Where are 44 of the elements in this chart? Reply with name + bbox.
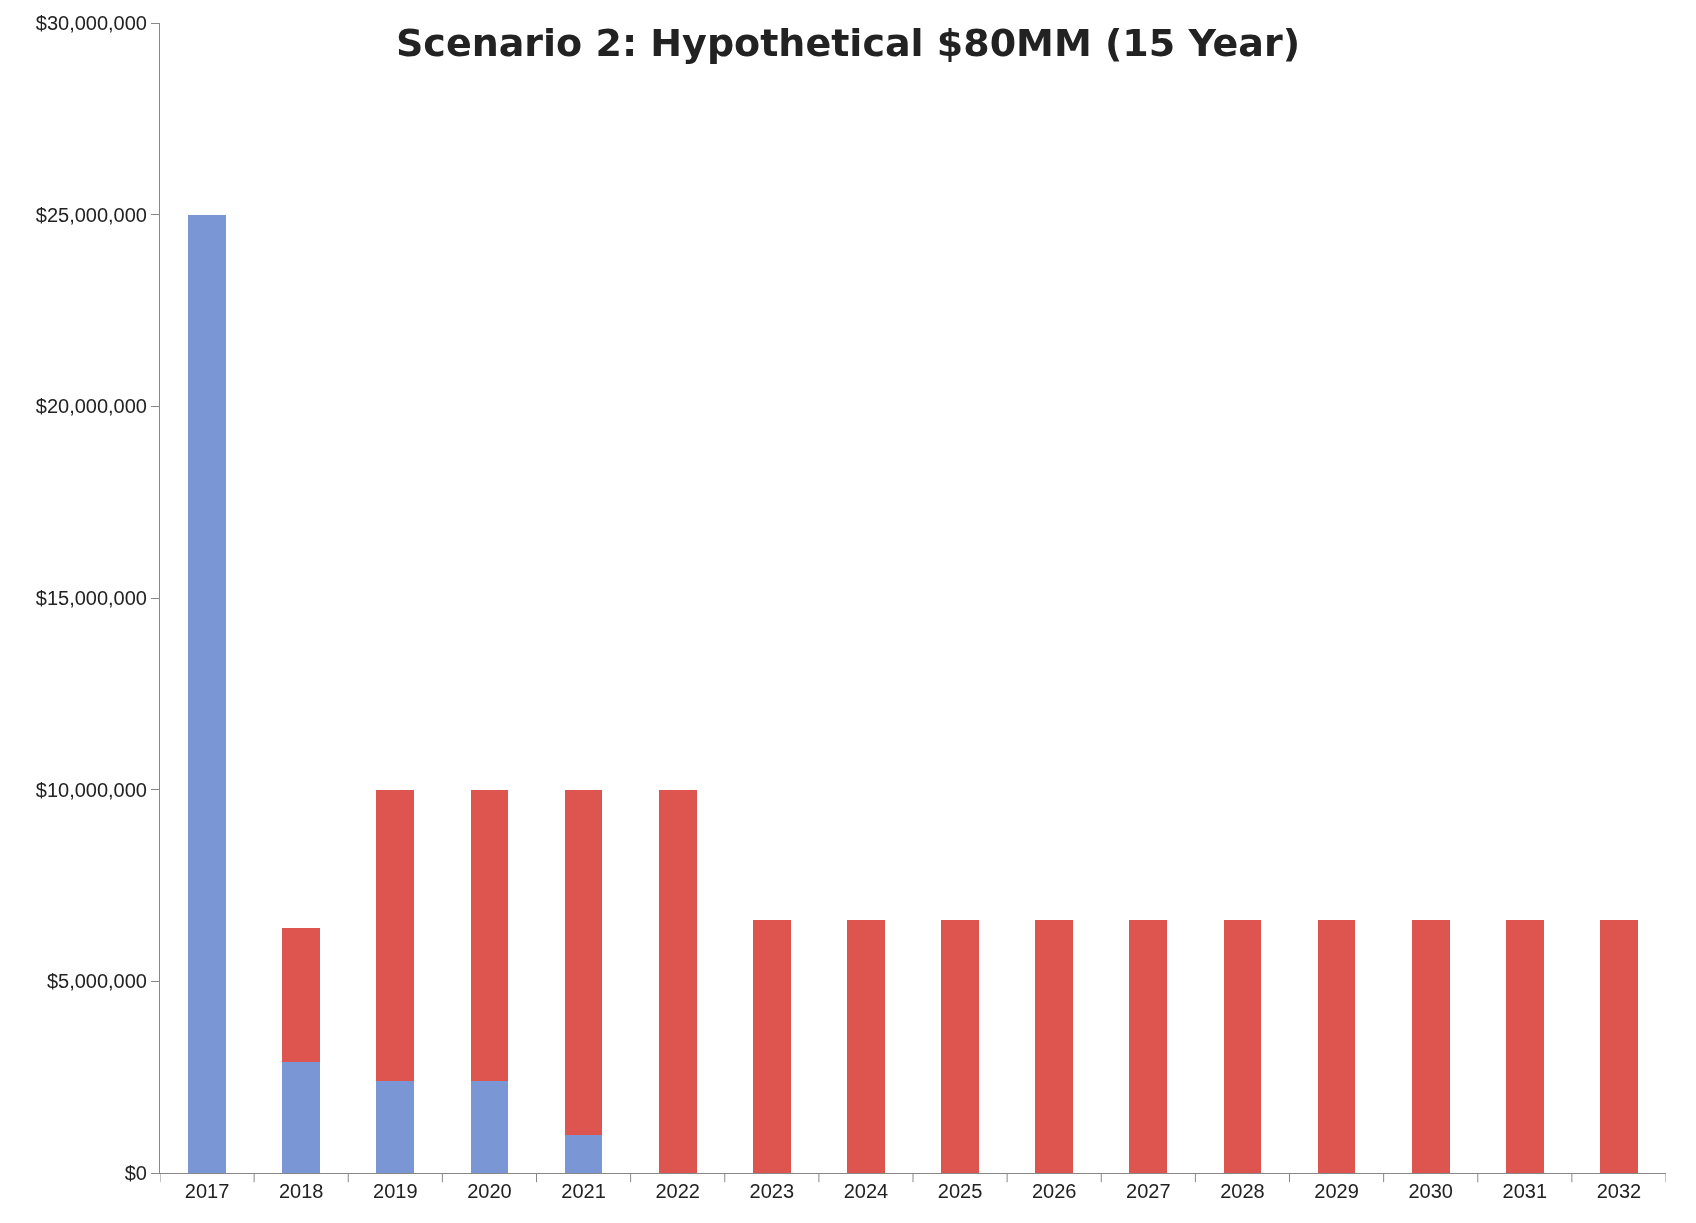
y-tick-label: $0: [124, 1162, 147, 1184]
bar: [752, 920, 791, 1173]
bar: [376, 789, 415, 1081]
y-tick-label: $25,000,000: [35, 203, 147, 226]
x-tick-label: 2031: [1502, 1180, 1548, 1202]
bar: [564, 789, 603, 1135]
x-tick-label: 2027: [1126, 1180, 1171, 1202]
x-tick-label: 2030: [1408, 1180, 1453, 1202]
bar: [188, 214, 226, 1173]
bar: [1411, 920, 1450, 1173]
bar: [1505, 920, 1544, 1173]
x-tick-label: 2028: [1220, 1180, 1265, 1202]
bar: [1129, 920, 1168, 1173]
y-tick-label: $30,000,000: [35, 12, 147, 34]
x-tick-label: 2018: [278, 1180, 324, 1202]
x-tick-label: 2032: [1596, 1180, 1642, 1202]
bar: [1035, 920, 1074, 1173]
bar: [1600, 920, 1638, 1173]
bar: [1223, 920, 1262, 1173]
x-tick-label: 2024: [843, 1180, 889, 1202]
y-tick-label: $5,000,000: [46, 970, 147, 993]
bar: [1317, 920, 1356, 1173]
y-tick-label: $10,000,000: [35, 778, 147, 801]
bar: [658, 789, 697, 1173]
bar: [282, 1061, 321, 1173]
x-tick-label: 2020: [467, 1180, 512, 1202]
x-tick-label: 2029: [1314, 1180, 1359, 1202]
x-tick-label: 2021: [561, 1180, 606, 1202]
x-tick-label: 2019: [373, 1180, 418, 1202]
bar: [470, 789, 509, 1081]
x-tick-label: 2025: [937, 1180, 983, 1202]
y-tick-label: $20,000,000: [35, 395, 147, 418]
x-tick-label: 2023: [749, 1180, 795, 1202]
bar: [376, 1081, 415, 1173]
y-tick-label: $15,000,000: [35, 587, 147, 609]
bar: [847, 920, 885, 1173]
x-tick-label: 2026: [1031, 1180, 1077, 1202]
bar: [282, 927, 321, 1062]
bar: [564, 1134, 603, 1173]
chart-title: Scenario 2: Hypothetical $80MM (15 Year): [395, 21, 1301, 66]
bar: [470, 1081, 509, 1173]
x-tick-label: 2022: [655, 1180, 700, 1202]
bar: [941, 920, 979, 1173]
x-tick-label: 2017: [184, 1180, 230, 1202]
